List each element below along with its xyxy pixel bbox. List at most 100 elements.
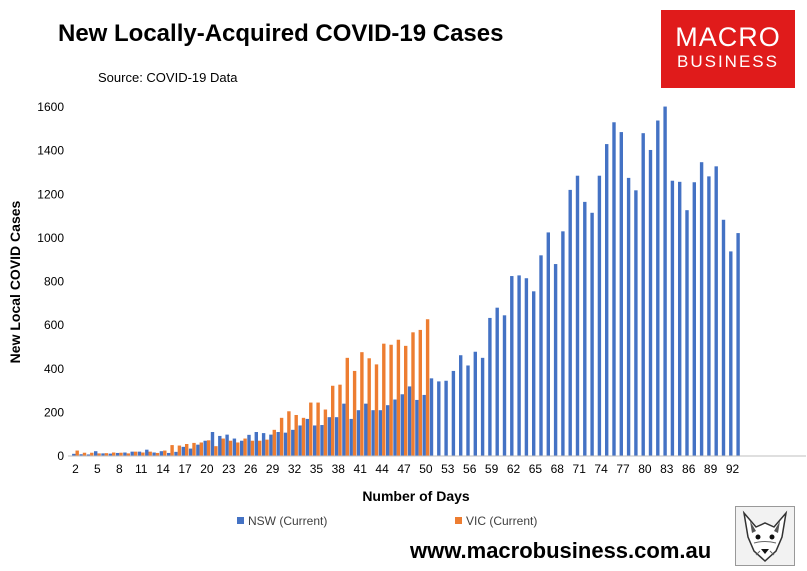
bar-nsw: [407, 386, 412, 456]
bar-nsw: [386, 405, 390, 456]
bar-nsw: [123, 452, 127, 456]
legend-swatch-nsw: [237, 517, 244, 524]
bar-vic: [104, 453, 109, 456]
x-tick-label: 56: [463, 462, 477, 476]
bar-vic: [199, 442, 203, 456]
bar-nsw: [539, 255, 543, 456]
chart-subtitle: Source: COVID-19 Data: [98, 70, 238, 85]
bar-nsw: [451, 370, 456, 456]
bar-nsw: [721, 219, 726, 456]
bar-nsw: [152, 452, 156, 456]
x-tick-label: 35: [310, 462, 324, 476]
y-tick-label: 600: [44, 318, 64, 332]
y-tick-label: 1200: [37, 187, 64, 201]
bar-nsw: [729, 251, 733, 456]
bar-nsw: [429, 378, 434, 456]
bar-nsw: [196, 444, 200, 456]
x-tick-label: 92: [726, 462, 740, 476]
bar-nsw: [605, 144, 609, 456]
bar-vic: [294, 414, 298, 456]
bar-nsw: [254, 432, 258, 456]
x-tick-label: 89: [704, 462, 718, 476]
bar-nsw: [313, 425, 317, 456]
bar-nsw: [532, 291, 536, 456]
x-tick-label: 44: [375, 462, 389, 476]
x-tick-label: 80: [638, 462, 652, 476]
bar-nsw: [699, 162, 704, 456]
bar-vic: [301, 417, 306, 456]
bar-vic: [82, 452, 87, 456]
x-tick-label: 65: [529, 462, 543, 476]
bar-nsw: [641, 133, 645, 456]
bar-nsw: [232, 438, 237, 456]
bar-nsw: [444, 380, 448, 456]
bar-nsw: [612, 122, 616, 457]
bar-nsw: [736, 233, 740, 456]
bar-vic: [309, 402, 313, 456]
bar-vic: [331, 385, 335, 456]
bar-vic: [228, 440, 233, 456]
y-tick-label: 800: [44, 275, 64, 289]
bar-nsw: [283, 432, 288, 456]
bar-vic: [119, 452, 123, 456]
bar-nsw: [400, 394, 404, 456]
bar-nsw: [502, 315, 507, 456]
bar-vic: [214, 446, 218, 456]
x-tick-label: 11: [135, 462, 148, 476]
x-tick-label: 29: [266, 462, 280, 476]
bar-vic: [97, 453, 101, 456]
bar-nsw: [575, 175, 580, 456]
bar-nsw: [524, 278, 529, 456]
bar-vic: [411, 332, 415, 456]
x-tick-label: 74: [594, 462, 608, 476]
bar-nsw: [130, 451, 134, 456]
bar-vic: [133, 451, 138, 456]
bars-layer: [72, 106, 740, 457]
bar-vic: [250, 440, 255, 456]
bar-nsw: [378, 410, 383, 456]
bar-vic: [126, 453, 130, 456]
bar-nsw: [188, 448, 193, 456]
bar-nsw: [568, 189, 572, 456]
x-tick-label: 71: [573, 462, 587, 476]
bar-nsw: [678, 181, 682, 456]
x-tick-label: 47: [397, 462, 411, 476]
bar-vic: [374, 364, 379, 456]
x-tick-label: 86: [682, 462, 696, 476]
x-tick-label: 23: [222, 462, 236, 476]
bar-nsw: [320, 425, 324, 456]
bar-nsw: [583, 201, 587, 456]
bar-nsw: [510, 276, 514, 456]
bar-nsw: [108, 453, 112, 456]
y-tick-label: 1600: [37, 100, 64, 114]
bar-vic: [396, 339, 401, 456]
bar-nsw: [181, 446, 185, 456]
bar-nsw: [553, 264, 558, 456]
bar-nsw: [137, 451, 142, 456]
bar-vic: [258, 440, 262, 456]
bar-nsw: [298, 425, 302, 456]
bar-nsw: [115, 452, 120, 456]
bar-nsw: [415, 399, 419, 456]
bar-nsw: [437, 381, 441, 456]
bar-nsw: [685, 210, 689, 456]
bar-nsw: [240, 440, 244, 456]
wolf-logo: [735, 506, 795, 566]
x-tick-label: 38: [332, 462, 346, 476]
bar-vic: [221, 438, 225, 456]
bar-nsw: [459, 355, 463, 456]
logo-line-1: MACRO: [675, 22, 781, 52]
bar-nsw: [707, 176, 711, 457]
y-axis-ticks: 0 200 400 600 800 1000 1200 1400 1600: [37, 100, 64, 463]
bar-nsw: [488, 317, 492, 456]
bar-nsw: [626, 177, 631, 456]
bar-vic: [206, 440, 211, 456]
bar-nsw: [670, 180, 675, 457]
x-tick-label: 77: [616, 462, 630, 476]
bar-nsw: [225, 434, 229, 456]
bar-nsw: [364, 403, 368, 456]
bar-nsw: [269, 434, 273, 456]
bar-nsw: [342, 403, 346, 456]
x-tick-label: 68: [551, 462, 565, 476]
